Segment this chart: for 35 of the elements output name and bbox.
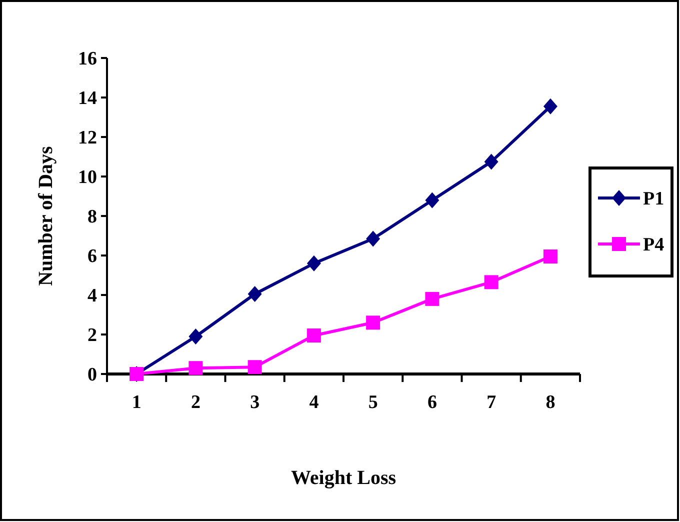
y-tick-label: 8 — [88, 206, 97, 228]
point — [306, 328, 321, 342]
point — [484, 275, 498, 290]
x-axis-title: Weight Loss — [290, 467, 396, 489]
x-tick-label: 5 — [368, 392, 378, 413]
x-tick-label: 2 — [190, 392, 200, 413]
y-tick-label: 4 — [88, 286, 98, 307]
x-tick-label: 8 — [546, 392, 556, 413]
legend-label: P1 — [643, 188, 664, 210]
point — [543, 249, 558, 264]
point — [484, 154, 498, 170]
y-tick-label: 10 — [78, 167, 97, 188]
y-tick-label: 12 — [78, 128, 97, 149]
x-tick-label: 4 — [309, 392, 320, 413]
point — [425, 192, 440, 208]
x-tick-label: 3 — [250, 392, 260, 413]
y-tick-label: 0 — [88, 364, 97, 386]
y-tick-label: 16 — [78, 48, 97, 70]
point — [366, 316, 380, 330]
x-tick-label: 6 — [427, 392, 437, 413]
y-tick-label: 14 — [78, 88, 98, 110]
point — [543, 98, 558, 114]
x-tick-label: 7 — [486, 392, 497, 413]
y-axis-title: Number of Days — [35, 146, 57, 286]
y-tick-label: 2 — [88, 325, 97, 346]
point — [306, 255, 321, 272]
point — [248, 360, 262, 374]
x-tick-label: 1 — [132, 392, 142, 413]
legend-label: P4 — [643, 234, 665, 256]
point — [366, 230, 380, 247]
point — [248, 286, 262, 302]
point — [188, 328, 203, 344]
point — [425, 292, 440, 306]
point — [188, 361, 203, 376]
y-tick-label: 6 — [88, 246, 97, 268]
